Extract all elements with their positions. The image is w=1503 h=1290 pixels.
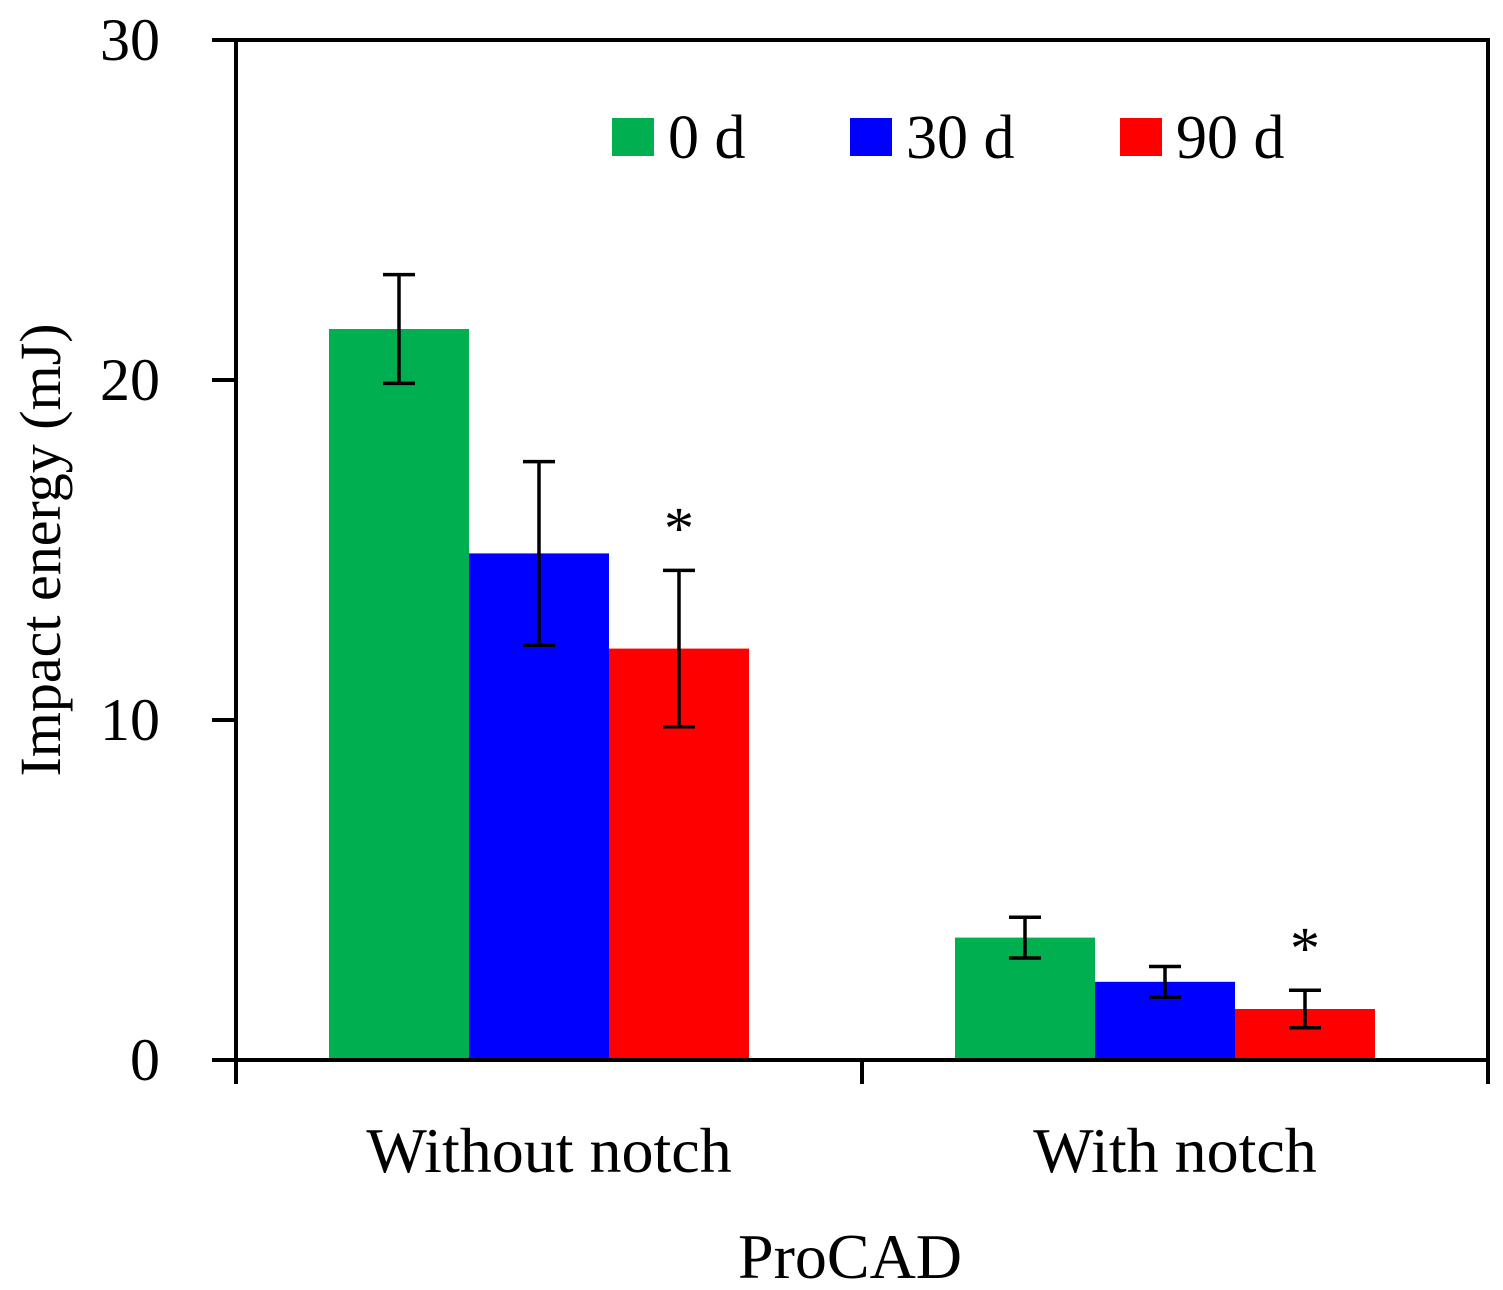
legend-swatch-30-d: [850, 118, 892, 156]
legend-label-0-d: 0 d: [668, 104, 746, 172]
bars-layer: [329, 329, 1375, 1060]
y-tick-label-3: 30: [100, 7, 160, 73]
y-axis-ticks: 0 10 20 30: [100, 7, 236, 1093]
y-tick-label-1: 10: [100, 687, 160, 753]
legend-label-90-d: 90 d: [1176, 104, 1285, 172]
bar-without-notch-0-d: [329, 329, 469, 1060]
y-tick-label-2: 20: [100, 347, 160, 413]
significance-marker-with-notch-90-d: *: [1290, 915, 1320, 981]
legend: 0 d 30 d 90 d: [612, 104, 1285, 172]
x-axis-label: ProCAD: [738, 1221, 962, 1290]
x-tick-label-without-notch: Without notch: [366, 1115, 731, 1186]
legend-label-30-d: 30 d: [906, 104, 1015, 172]
x-axis-ticks: Without notch With notch: [234, 1060, 1490, 1186]
x-tick-label-with-notch: With notch: [1033, 1115, 1317, 1186]
y-tick-label-0: 0: [130, 1027, 160, 1093]
significance-marker-without-notch-90-d: *: [664, 495, 694, 561]
y-axis-label: Impact energy (mJ): [8, 323, 73, 776]
annotations-layer: **: [664, 495, 1320, 981]
legend-swatch-0-d: [612, 118, 654, 156]
legend-swatch-90-d: [1120, 118, 1162, 156]
error-bars-layer: [383, 272, 1321, 1030]
